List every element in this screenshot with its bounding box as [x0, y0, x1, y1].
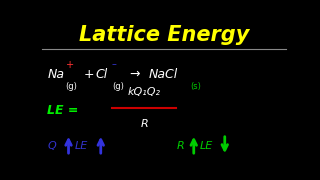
Text: →: → — [129, 68, 140, 81]
Text: +: + — [66, 60, 74, 69]
Text: LE: LE — [75, 141, 88, 151]
Text: NaCl: NaCl — [149, 68, 178, 81]
Text: +: + — [84, 68, 94, 81]
Text: LE: LE — [200, 141, 213, 151]
Text: R: R — [140, 119, 148, 129]
Text: LE =: LE = — [47, 104, 79, 117]
Text: (g): (g) — [66, 82, 77, 91]
Text: Cl: Cl — [96, 68, 108, 81]
Text: Q: Q — [47, 141, 56, 151]
Text: R: R — [176, 141, 184, 151]
Text: (g): (g) — [112, 82, 124, 91]
Text: Na: Na — [47, 68, 64, 81]
Text: kQ₁Q₂: kQ₁Q₂ — [128, 87, 161, 97]
Text: Lattice Energy: Lattice Energy — [79, 25, 249, 45]
Text: –: – — [112, 60, 117, 69]
Text: (s): (s) — [190, 82, 201, 91]
